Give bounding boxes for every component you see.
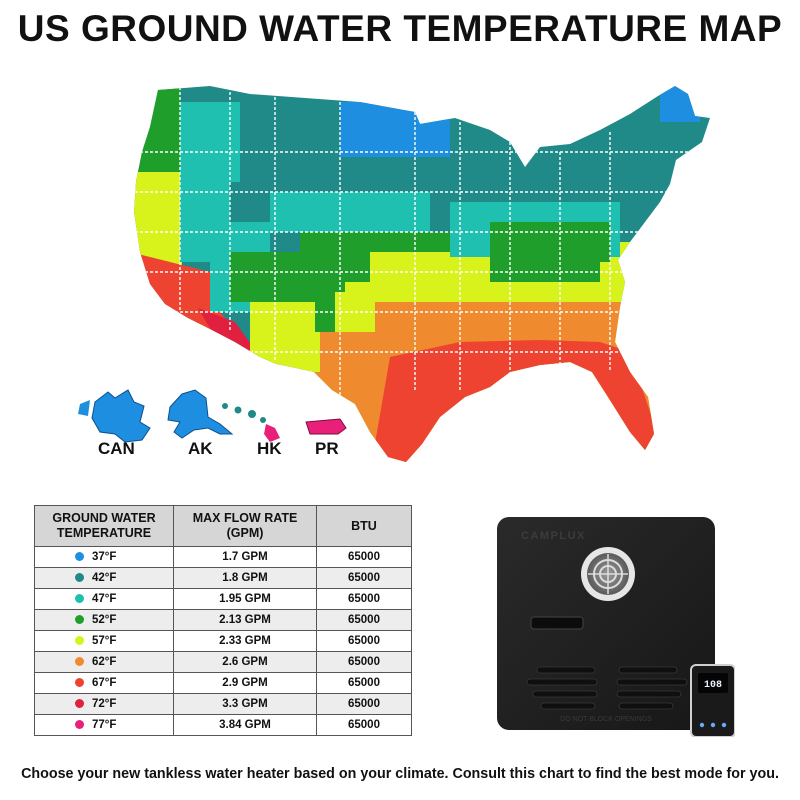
temperature-cell: 67°F	[34, 672, 174, 694]
temperature-cell: 77°F	[34, 714, 174, 736]
remote-button-icon	[710, 722, 716, 728]
heater-brand: CAMPLUX	[521, 530, 586, 542]
table-row: 37°F 1.7 GPM 65000	[34, 546, 412, 568]
btu-cell: 65000	[316, 714, 412, 736]
table-row: 67°F 2.9 GPM 65000	[34, 672, 412, 694]
flow-rate-cell: 2.9 GPM	[173, 672, 317, 694]
remote-display	[698, 673, 728, 693]
remote-display-value: 108	[704, 680, 722, 691]
flow-rate-cell: 3.3 GPM	[173, 693, 317, 715]
heater-body	[497, 517, 715, 730]
table-row: 47°F 1.95 GPM 65000	[34, 588, 412, 610]
btu-cell: 65000	[316, 567, 412, 589]
flow-rate-cell: 2.33 GPM	[173, 630, 317, 652]
zone-57-california	[134, 172, 182, 267]
temperature-cell: 57°F	[34, 630, 174, 652]
temperature-cell: 37°F	[34, 546, 174, 568]
alaska-map: AK	[167, 389, 234, 458]
canada-label: CAN	[98, 439, 135, 458]
temperature-cell: 52°F	[34, 609, 174, 631]
us-water-temperature-map: CAN AK HK PR	[78, 86, 710, 462]
header-btu: BTU	[316, 505, 412, 547]
temperature-value: 52°F	[92, 614, 117, 626]
table-header-row: GROUND WATER TEMPERATURE MAX FLOW RATE (…	[34, 505, 412, 547]
btu-cell: 65000	[316, 609, 412, 631]
temperature-cell: 72°F	[34, 693, 174, 715]
puerto-rico-map: PR	[305, 418, 347, 458]
temperature-value: 72°F	[92, 698, 117, 710]
zone-47-idaho	[180, 102, 240, 182]
zone-37-north	[340, 102, 450, 157]
hawaii-label: HK	[257, 439, 282, 458]
canada-map: CAN	[78, 389, 151, 458]
page-title: US GROUND WATER TEMPERATURE MAP	[17, 8, 783, 49]
btu-cell: 65000	[316, 588, 412, 610]
btu-cell: 65000	[316, 630, 412, 652]
table-row: 52°F 2.13 GPM 65000	[34, 609, 412, 631]
temperature-value: 77°F	[92, 719, 117, 731]
zone-47-plains	[270, 192, 430, 232]
color-dot-icon	[75, 552, 84, 561]
water-heater-image: CAMPLUX DO NOT BLOCK OPENINGS 108	[497, 517, 735, 737]
flow-rate-cell: 2.6 GPM	[173, 651, 317, 673]
heater-warning: DO NOT BLOCK OPENINGS	[560, 716, 652, 723]
vent-louvers	[526, 666, 688, 710]
flow-rate-table: GROUND WATER TEMPERATURE MAX FLOW RATE (…	[34, 505, 412, 736]
zone-57-mo	[370, 252, 490, 287]
temperature-value: 47°F	[92, 593, 117, 605]
zone-52-mid-atlantic	[490, 222, 610, 262]
puerto-rico-label: PR	[315, 439, 339, 458]
temperature-value: 57°F	[92, 635, 117, 647]
flow-rate-cell: 3.84 GPM	[173, 714, 317, 736]
btu-cell: 65000	[316, 651, 412, 673]
temperature-value: 67°F	[92, 677, 117, 689]
color-dot-icon	[75, 615, 84, 624]
footer-caption: Choose your new tankless water heater ba…	[21, 766, 779, 782]
btu-cell: 65000	[316, 693, 412, 715]
remote-button-icon	[699, 722, 705, 728]
remote-button-icon	[721, 722, 727, 728]
alaska-label: AK	[188, 439, 213, 458]
table-row: 72°F 3.3 GPM 65000	[34, 693, 412, 715]
table-row: 42°F 1.8 GPM 65000	[34, 567, 412, 589]
btu-cell: 65000	[316, 672, 412, 694]
color-dot-icon	[75, 636, 84, 645]
color-dot-icon	[75, 699, 84, 708]
temperature-value: 42°F	[92, 572, 117, 584]
zone-52-pacific-nw	[134, 86, 180, 182]
hawaii-map: HK	[222, 403, 282, 458]
flow-rate-cell: 1.95 GPM	[173, 588, 317, 610]
table-row: 77°F 3.84 GPM 65000	[34, 714, 412, 736]
table-row: 62°F 2.6 GPM 65000	[34, 651, 412, 673]
color-dot-icon	[75, 678, 84, 687]
color-dot-icon	[75, 573, 84, 582]
color-dot-icon	[75, 594, 84, 603]
temperature-cell: 42°F	[34, 567, 174, 589]
header-temperature: GROUND WATER TEMPERATURE	[34, 505, 174, 547]
color-dot-icon	[75, 720, 84, 729]
inlet-slot	[530, 616, 584, 630]
header-flow-rate: MAX FLOW RATE (GPM)	[173, 505, 317, 547]
temperature-value: 62°F	[92, 656, 117, 668]
temperature-cell: 47°F	[34, 588, 174, 610]
flow-rate-cell: 2.13 GPM	[173, 609, 317, 631]
flow-rate-cell: 1.8 GPM	[173, 567, 317, 589]
color-dot-icon	[75, 657, 84, 666]
temperature-cell: 62°F	[34, 651, 174, 673]
temperature-value: 37°F	[92, 551, 117, 563]
zone-37-maine	[660, 86, 700, 122]
table-row: 57°F 2.33 GPM 65000	[34, 630, 412, 652]
btu-cell: 65000	[316, 546, 412, 568]
flow-rate-cell: 1.7 GPM	[173, 546, 317, 568]
